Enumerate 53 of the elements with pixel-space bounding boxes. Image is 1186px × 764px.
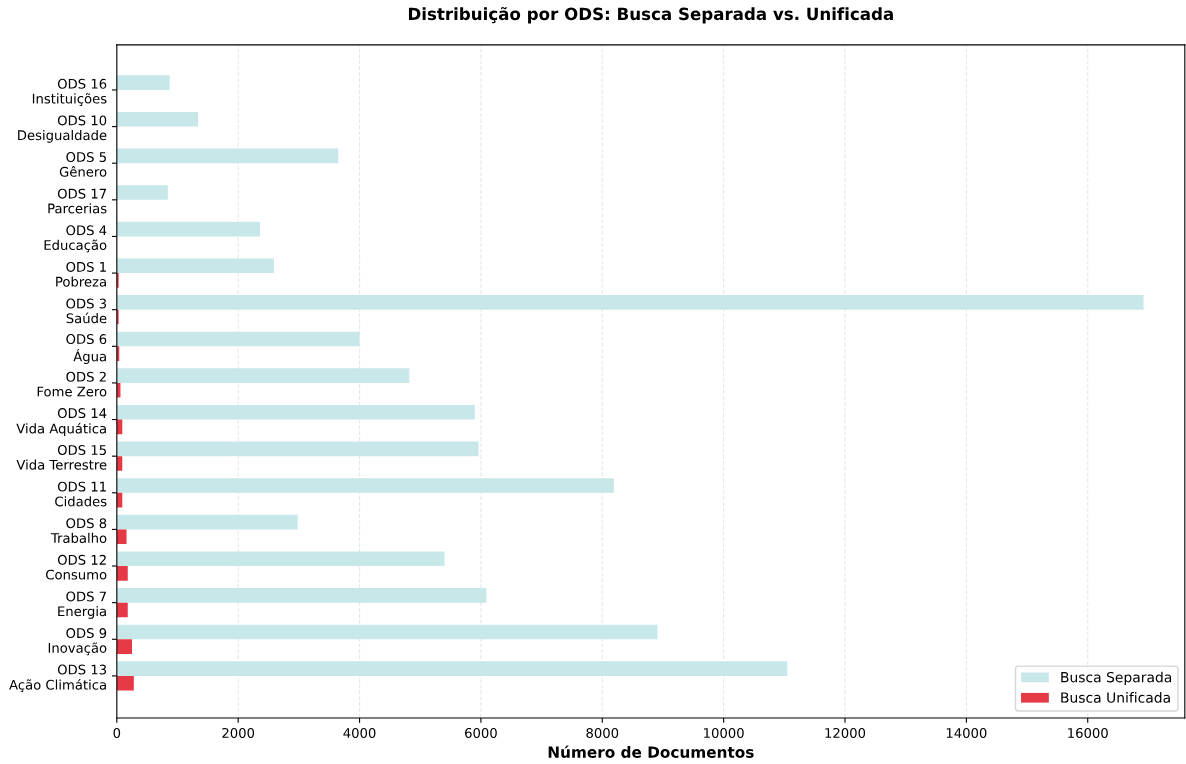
y-tick-label: ODS 12 Consumo bbox=[46, 554, 107, 580]
x-tick-label: 2000 bbox=[222, 727, 255, 738]
chart-title: Distribuição por ODS: Busca Separada vs. Unificada bbox=[408, 6, 893, 24]
bar bbox=[116, 602, 128, 618]
y-tick-label: ODS 13 Ação Climática bbox=[9, 664, 107, 693]
x-tick-label: 16000 bbox=[1068, 727, 1108, 738]
bar bbox=[116, 624, 658, 640]
bar bbox=[116, 639, 132, 654]
x-tick-label: 10000 bbox=[704, 727, 744, 738]
x-tick-label: 6000 bbox=[465, 727, 497, 738]
y-tick-label: ODS 7 Energia bbox=[58, 591, 106, 619]
bar bbox=[116, 675, 134, 691]
y-tick-label: ODS 4 Educação bbox=[44, 225, 107, 253]
x-tick-label: 4000 bbox=[343, 727, 376, 738]
x-axis-title: Número de Documentos bbox=[548, 745, 754, 758]
legend-label: Busca Separada bbox=[1061, 671, 1172, 686]
bar bbox=[116, 185, 168, 200]
y-tick-label: ODS 10 Desigualdade bbox=[18, 115, 107, 143]
y-tick-label: ODS 15 Vida Terrestre bbox=[16, 445, 107, 470]
y-tick-label: ODS 5 Gênero bbox=[59, 152, 107, 177]
bar bbox=[116, 441, 479, 457]
y-tick-label: ODS 17 Parcerias bbox=[48, 188, 107, 214]
y-tick-label: ODS 1 Pobreza bbox=[56, 261, 106, 287]
bar bbox=[116, 111, 199, 127]
x-tick-label: 14000 bbox=[946, 727, 987, 738]
bar bbox=[116, 588, 487, 603]
y-tick-label: ODS 9 Inovação bbox=[48, 628, 107, 656]
bar bbox=[116, 368, 410, 383]
bar bbox=[116, 566, 128, 581]
x-tick-label: 12000 bbox=[825, 727, 866, 738]
bar bbox=[116, 148, 339, 164]
bar bbox=[116, 661, 788, 676]
bar bbox=[116, 551, 445, 567]
bar bbox=[116, 404, 475, 420]
bar bbox=[116, 478, 614, 493]
bar bbox=[116, 529, 127, 545]
x-tick-label: 0 bbox=[113, 727, 121, 738]
y-tick-label: ODS 14 Vida Aquática bbox=[16, 408, 107, 437]
x-tick-label: 8000 bbox=[586, 727, 619, 738]
legend-label: Busca Unificada bbox=[1061, 692, 1170, 703]
bar bbox=[116, 456, 123, 471]
bar bbox=[116, 514, 298, 530]
y-tick-label: ODS 8 Trabalho bbox=[50, 518, 107, 543]
bar bbox=[116, 331, 360, 347]
bar bbox=[116, 258, 274, 274]
bar bbox=[116, 221, 261, 237]
bar bbox=[116, 295, 1144, 310]
y-tick-label: ODS 16 Instituições bbox=[32, 78, 107, 106]
bar bbox=[116, 75, 170, 90]
y-tick-label: ODS 11 Cidades bbox=[55, 481, 107, 507]
y-tick-label: ODS 2 Fome Zero bbox=[37, 371, 107, 397]
y-tick-label: ODS 3 Saúde bbox=[66, 298, 107, 324]
y-tick-label: ODS 6 Água bbox=[66, 334, 107, 364]
